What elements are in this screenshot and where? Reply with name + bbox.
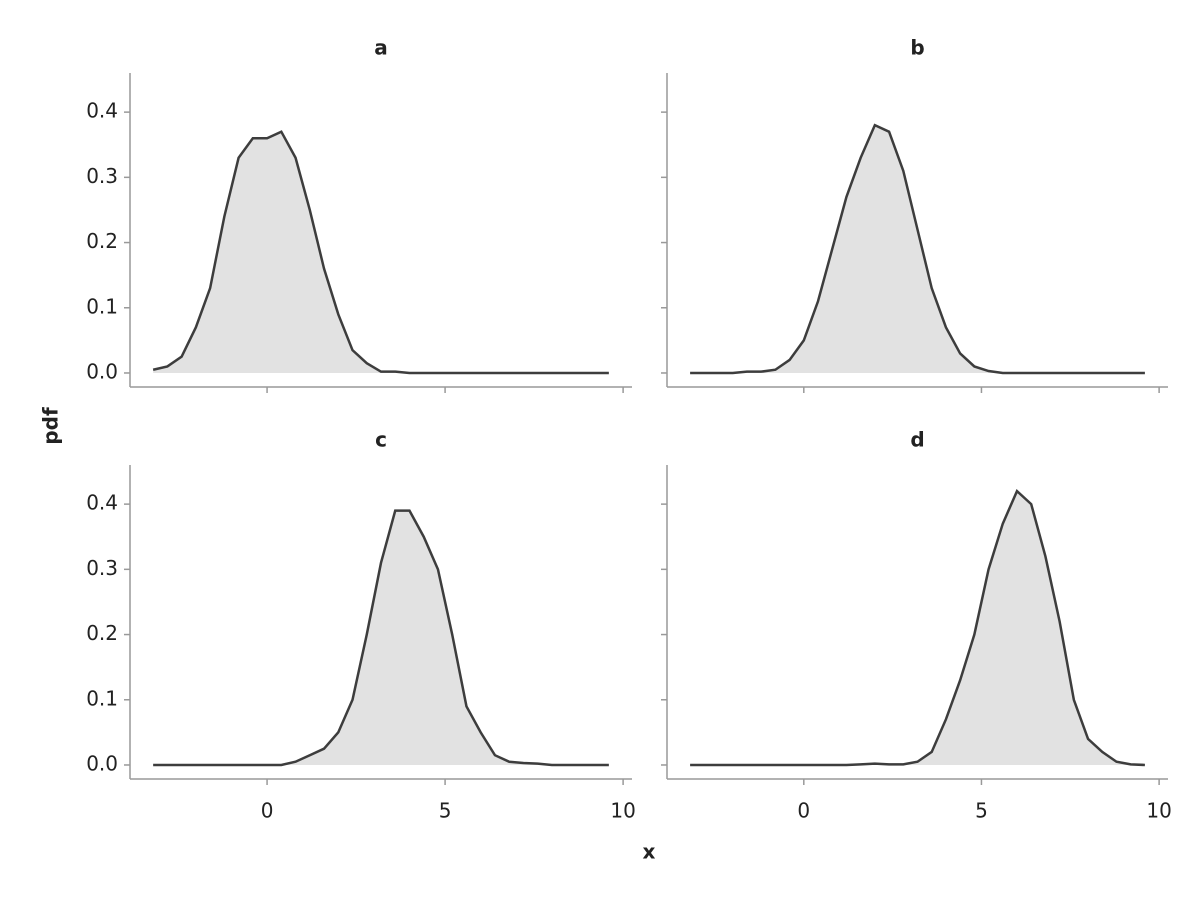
y-axis-label: pdf	[39, 407, 63, 445]
x-tick-label: 5	[975, 799, 988, 823]
y-tick-label: 0.0	[86, 751, 118, 775]
x-axis-label: x	[643, 840, 656, 864]
x-tick-label: 0	[797, 799, 810, 823]
y-tick-label: 0.4	[86, 491, 118, 515]
x-tick-label: 10	[610, 799, 635, 823]
panel-title: b	[910, 36, 924, 60]
y-tick-label: 0.1	[86, 294, 118, 318]
y-tick-label: 0.0	[86, 359, 118, 383]
density-area	[690, 125, 1145, 373]
y-tick-label: 0.2	[86, 621, 118, 645]
panel-title: d	[910, 428, 924, 452]
y-tick-label: 0.4	[86, 99, 118, 123]
x-tick-label: 0	[261, 799, 274, 823]
density-line	[153, 509, 609, 767]
y-tick-label: 0.3	[86, 164, 118, 188]
density-area	[690, 491, 1145, 765]
x-tick-label: 5	[439, 799, 452, 823]
x-tick-label: 10	[1146, 799, 1171, 823]
y-tick-label: 0.1	[86, 686, 118, 710]
panel-title: a	[374, 36, 388, 60]
density-area	[153, 131, 609, 373]
density-area	[153, 510, 609, 765]
panel-title: c	[375, 428, 387, 452]
density-line	[690, 123, 1145, 375]
density-line	[152, 130, 609, 375]
y-tick-label: 0.3	[86, 556, 118, 580]
y-tick-label: 0.2	[86, 229, 118, 253]
density-line	[690, 488, 1145, 767]
